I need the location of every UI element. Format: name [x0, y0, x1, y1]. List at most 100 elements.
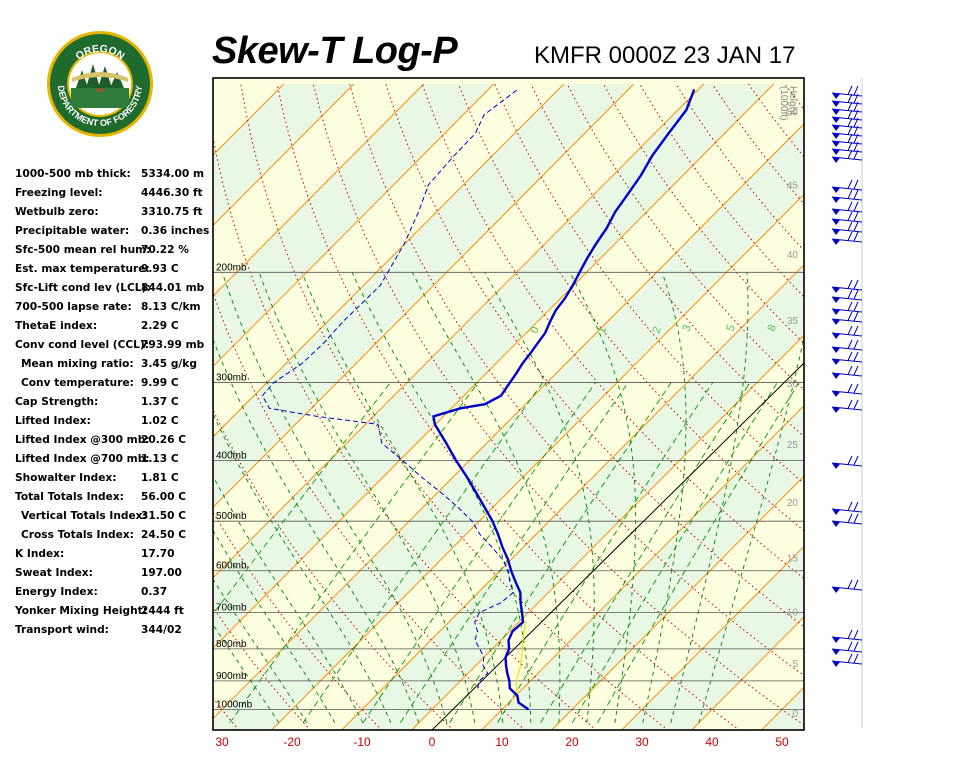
dry-adiabat-line [276, 83, 741, 730]
index-value: 9.99 C [141, 377, 179, 389]
isotherm-band [213, 123, 804, 730]
moist-adiabat-line [698, 335, 804, 723]
index-value: 5334.00 m [141, 168, 204, 180]
index-label: Conv temperature: [21, 377, 134, 389]
index-label: Mean mixing ratio: [21, 358, 134, 370]
wind-barb [831, 501, 863, 515]
index-row: Sweat Index: 197.00 [15, 567, 215, 586]
index-row: Est. max temperature: 9.93 C [15, 263, 215, 282]
index-row: Showalter Index: 1.81 C [15, 472, 215, 491]
index-label: Est. max temperature: [15, 263, 150, 275]
index-value: 1.13 C [141, 453, 179, 465]
index-label: K Index: [15, 548, 65, 560]
moist-adiabat-line [213, 413, 392, 723]
temperature-tick-label: 40 [705, 735, 719, 749]
index-value: 9.93 C [141, 263, 179, 275]
mixing-ratio-line [362, 382, 596, 724]
wind-barb [831, 301, 863, 315]
height-axis-labels: 0 5 10 15 20 25 30 35 40 45 50 [787, 108, 799, 720]
oregon-forestry-logo: OREGON DEPARTMENT OF FORESTRY [47, 31, 153, 137]
mixing-ratio-line [229, 382, 479, 724]
mixing-ratio-line [302, 382, 544, 724]
height-tick-label: 5 [792, 659, 798, 670]
wind-barb [831, 85, 863, 99]
index-row: Yonker Mixing Height: 2444 ft [15, 605, 215, 624]
index-row: Sfc-500 mean rel hum: 70.22 % [15, 244, 215, 263]
height-tick-label: 40 [787, 250, 799, 261]
wind-barb [831, 289, 863, 303]
mixing-ratio-line [213, 382, 391, 615]
chart-title: Skew-T Log-P [212, 30, 458, 72]
isotherm-line [213, 83, 775, 649]
index-label: Transport wind: [15, 624, 109, 636]
wind-barb [831, 311, 863, 325]
index-value: 1.37 C [141, 396, 179, 408]
index-row: ThetaE index: 2.29 C [15, 320, 215, 339]
isotherm-line [480, 404, 804, 730]
isotherm-line [213, 83, 635, 508]
moist-adiabat-line [213, 338, 420, 723]
wind-barb [831, 579, 863, 593]
index-value: 3.45 g/kg [141, 358, 197, 370]
isobar-labels: 1000mb 900mb 800mb 700mb 600mb 500mb 400mb 300m… [216, 262, 253, 710]
index-row: Lifted Index @700 mb: 1.13 C [15, 453, 215, 472]
index-label: Lifted Index @700 mb: [15, 453, 150, 465]
index-label: Vertical Totals Index: [21, 510, 147, 522]
temperature-tick-label: 30 [635, 735, 649, 749]
index-label: Freezing level: [15, 187, 103, 199]
temperature-line [432, 88, 696, 711]
isotherm-line [0, 84, 4, 730]
index-row: Vertical Totals Index: 31.50 C [15, 510, 215, 529]
dry-adiabat-line [312, 83, 804, 726]
dry-adiabat-line [213, 408, 455, 730]
wind-barb [831, 653, 863, 667]
isobar-label: 900mb [216, 671, 247, 682]
isobar-label: 1000mb [216, 700, 253, 711]
mixing-ratio-label: 8 [766, 323, 779, 333]
index-row: Freezing level: 4446.30 ft [15, 187, 215, 206]
series-lines [261, 88, 696, 711]
mixing-ratio-line [572, 382, 778, 723]
wind-barb [831, 231, 863, 245]
mixing-ratio-label: 5 [725, 323, 738, 333]
index-value: 0.37 [141, 586, 168, 598]
height-axis-unit: (1000ft) [778, 86, 789, 120]
wind-barb [831, 641, 863, 655]
index-label: 1000-500 mb thick: [15, 168, 131, 180]
dry-adiabat-line [566, 83, 804, 391]
index-row: Conv cond level (CCL): 793.99 mb [15, 339, 215, 358]
isobar-label: 500mb [216, 511, 247, 522]
index-label: Showalter Index: [15, 472, 117, 484]
isobar-label: 700mb [216, 603, 247, 614]
wind-barb [831, 365, 863, 379]
index-label: Yonker Mixing Height: [15, 605, 147, 617]
isobar-label: 600mb [216, 561, 247, 572]
wind-barb [831, 179, 863, 193]
wind-barb [831, 513, 863, 527]
index-value: 31.50 C [141, 510, 186, 522]
height-tick-label: 30 [787, 379, 799, 390]
index-value: 844.01 mb [141, 282, 205, 294]
temperature-tick-label: 10 [495, 735, 509, 749]
index-label: Energy Index: [15, 586, 98, 598]
moist-adiabat-lines [213, 272, 804, 724]
index-row: Lifted Index: 1.02 C [15, 415, 215, 434]
grid-lines [0, 83, 804, 730]
wind-barb [831, 325, 863, 339]
index-row: 1000-500 mb thick: 5334.00 m [15, 168, 215, 187]
height-tick-label: 50 [787, 108, 799, 119]
index-value: 2.29 C [141, 320, 179, 332]
index-value: 197.00 [141, 567, 182, 579]
zero-isotherm-line [431, 362, 804, 730]
isotherm-line [270, 193, 804, 730]
temperature-tick-label: -20 [283, 735, 301, 749]
index-value: 793.99 mb [141, 339, 205, 351]
temperature-axis-labels: 30 -20 -10 0 10 20 30 40 50 [215, 735, 789, 749]
isotherm-line [213, 83, 425, 297]
wind-barb [831, 399, 863, 413]
isobar-label: 200mb [216, 262, 247, 273]
logo-top-text: OREGON [73, 43, 126, 63]
mixing-ratio-label: 3 [681, 323, 694, 333]
index-label: Total Totals Index: [15, 491, 124, 503]
